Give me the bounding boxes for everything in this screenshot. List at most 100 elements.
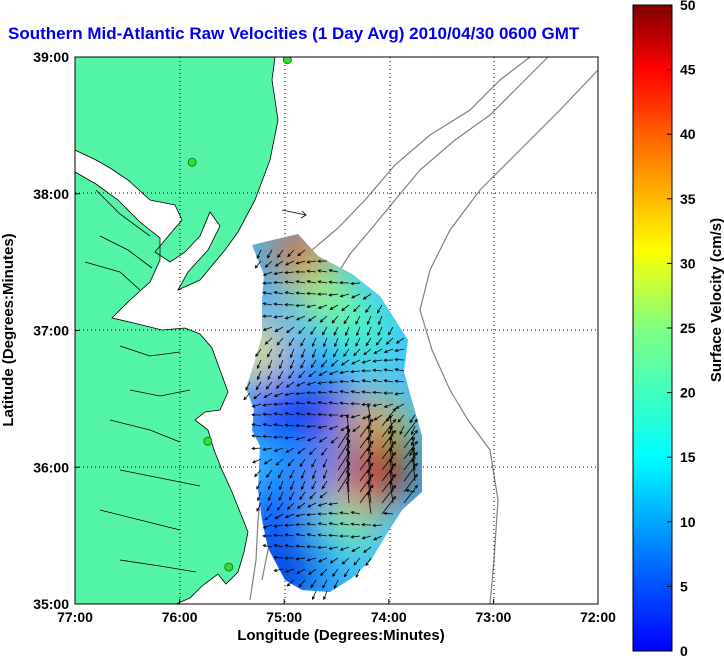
- x-tick-label: 75:00: [266, 609, 302, 625]
- x-tick-label: 76:00: [162, 609, 198, 625]
- velocity-arrow: [262, 314, 273, 318]
- velocity-arrow: [276, 502, 284, 511]
- velocity-arrow: [323, 590, 328, 601]
- velocity-arrow: [262, 412, 273, 417]
- y-tick-label: 37:00: [33, 323, 69, 339]
- velocity-arrow: [366, 315, 372, 326]
- velocity-arrow: [284, 315, 295, 320]
- velocity-arrow: [394, 348, 405, 353]
- velocity-arrow: [262, 524, 273, 529]
- y-tick-label: 35:00: [33, 596, 69, 612]
- velocity-arrow: [308, 568, 317, 575]
- velocity-arrow: [267, 348, 273, 358]
- velocity-arrow: [284, 533, 295, 537]
- velocity-arrow: [353, 557, 361, 566]
- velocity-arrow: [268, 491, 273, 502]
- velocity-arrow: [319, 491, 328, 499]
- velocity-arrow: [295, 544, 306, 548]
- velocity-arrow: [284, 556, 295, 560]
- velocity-arrow: [295, 412, 306, 416]
- velocity-arrow: [311, 480, 317, 490]
- velocity-arrow: [284, 523, 295, 527]
- velocity-arrow: [361, 359, 372, 364]
- velocity-arrow: [264, 260, 273, 268]
- velocity-arrow: [351, 359, 361, 365]
- velocity-arrow: [262, 326, 273, 331]
- velocity-arrow: [256, 249, 262, 260]
- velocity-arrow: [403, 462, 418, 482]
- velocity-arrow: [350, 402, 361, 406]
- velocity-arrow: [353, 348, 361, 357]
- colorbar-tick-label: 50: [680, 0, 696, 13]
- velocity-arrow: [383, 391, 394, 395]
- velocity-arrow: [317, 545, 328, 550]
- velocity-arrow: [286, 502, 295, 510]
- velocity-arrow: [339, 390, 350, 394]
- velocity-arrow: [251, 434, 262, 438]
- velocity-arrow: [262, 281, 273, 285]
- velocity-arrow: [343, 315, 350, 325]
- velocity-arrow: [334, 337, 339, 348]
- velocity-arrow: [366, 491, 372, 515]
- velocity-arrow: [345, 480, 350, 504]
- velocity-arrow: [289, 359, 295, 370]
- velocity-arrow: [300, 480, 306, 491]
- velocity-arrow: [317, 425, 328, 429]
- velocity-arrow: [383, 511, 394, 516]
- velocity-arrow: [311, 590, 317, 601]
- velocity-arrow: [365, 557, 372, 567]
- velocity-arrow: [388, 469, 394, 493]
- velocity-arrow: [285, 260, 295, 266]
- velocity-arrow: [345, 425, 350, 449]
- speed-sample: [275, 444, 336, 505]
- velocity-arrow: [355, 337, 361, 347]
- speed-sample: [296, 382, 357, 443]
- velocity-arrow: [355, 315, 361, 325]
- velocity-arrow: [339, 401, 350, 405]
- velocity-arrow: [381, 429, 397, 449]
- velocity-arrow: [328, 380, 339, 384]
- velocity-arrow: [403, 473, 418, 493]
- velocity-arrow: [381, 440, 397, 460]
- velocity-arrow: [356, 326, 361, 337]
- velocity-arrow: [409, 414, 416, 424]
- velocity-arrow: [273, 555, 284, 560]
- radar-station-marker: [224, 562, 234, 572]
- velocity-arrow: [320, 359, 328, 368]
- velocity-arrow: [262, 403, 273, 407]
- velocity-arrow: [333, 348, 339, 358]
- velocity-arrow: [295, 260, 306, 265]
- velocity-arrow: [245, 381, 251, 391]
- velocity-arrow: [257, 491, 262, 502]
- velocity-arrow: [284, 291, 295, 295]
- velocity-arrow: [321, 447, 328, 456]
- velocity-arrow: [306, 436, 317, 442]
- x-tick-label: 73:00: [475, 609, 511, 625]
- velocity-arrow: [262, 534, 273, 538]
- velocity-arrow: [317, 390, 328, 395]
- velocity-arrow: [297, 249, 306, 257]
- velocity-arrow: [321, 480, 328, 490]
- velocity-arrow: [411, 447, 416, 471]
- velocity-arrow: [330, 359, 339, 367]
- velocity-arrow: [265, 381, 273, 390]
- y-tick-label: 36:00: [33, 459, 69, 475]
- velocity-arrow: [377, 326, 383, 337]
- velocity-arrow: [264, 513, 273, 521]
- radar-station-marker: [187, 157, 197, 167]
- colorbar-tick-label: 10: [680, 514, 696, 530]
- velocity-arrow: [298, 326, 306, 335]
- velocity-arrow: [397, 414, 405, 423]
- velocity-arrow: [339, 370, 350, 375]
- velocity-arrow: [394, 357, 405, 362]
- velocity-arrow: [287, 458, 295, 467]
- velocity-arrow: [350, 281, 361, 286]
- velocity-arrow: [341, 557, 350, 565]
- velocity-arrow: [273, 271, 284, 276]
- velocity-arrow: [262, 291, 273, 295]
- velocity-arrow: [284, 270, 295, 275]
- velocity-arrow: [339, 293, 350, 298]
- velocity-arrow: [306, 412, 317, 416]
- velocity-arrow: [381, 451, 397, 471]
- colorbar-ticks: 0 5 10 15 20 25 30 35 40 45 50: [667, 0, 696, 659]
